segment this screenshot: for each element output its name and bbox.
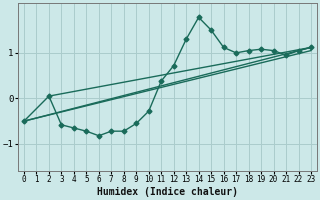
- X-axis label: Humidex (Indice chaleur): Humidex (Indice chaleur): [97, 187, 238, 197]
